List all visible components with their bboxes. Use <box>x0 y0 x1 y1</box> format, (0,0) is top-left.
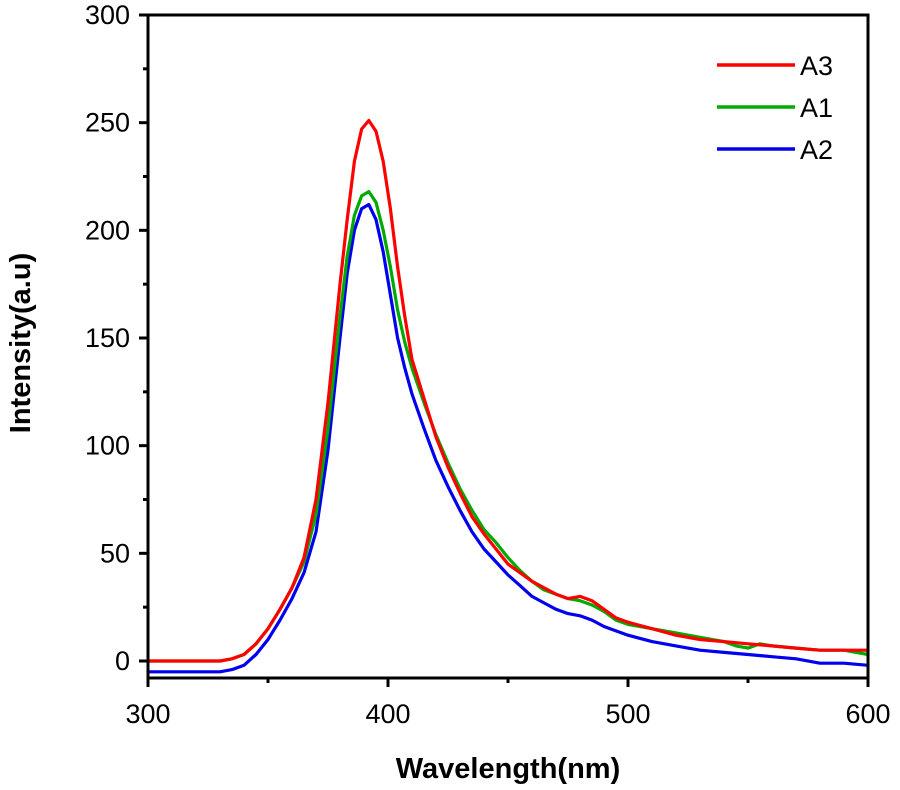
y-tick-label-100: 100 <box>85 431 130 461</box>
y-axis-title: Intensity(a.u) <box>5 253 37 433</box>
y-tick-label-300: 300 <box>85 0 130 30</box>
axes-layer: 0 50 100 150 200 250 300 300 400 500 600 <box>85 0 891 729</box>
y-tick-label-0: 0 <box>115 646 130 676</box>
legend-label-a2: A2 <box>800 135 833 165</box>
series-layer <box>146 118 870 674</box>
x-tick-label-400: 400 <box>365 699 410 729</box>
y-tick-label-250: 250 <box>85 108 130 138</box>
y-tick-label-150: 150 <box>85 323 130 353</box>
legend-label-a1: A1 <box>800 93 833 123</box>
x-tick-label-600: 600 <box>845 699 890 729</box>
x-tick-label-500: 500 <box>605 699 650 729</box>
x-tick-label-300: 300 <box>125 699 170 729</box>
series-line-a2 <box>146 202 870 674</box>
y-tick-label-50: 50 <box>100 538 130 568</box>
plot-frame <box>146 13 870 680</box>
x-axis-title: Wavelength(nm) <box>396 753 620 785</box>
legend: A3 A1 A2 <box>717 51 833 165</box>
series-line-a3 <box>146 118 870 663</box>
y-tick-label-200: 200 <box>85 215 130 245</box>
legend-label-a3: A3 <box>800 51 833 81</box>
series-line-a1 <box>146 190 870 663</box>
